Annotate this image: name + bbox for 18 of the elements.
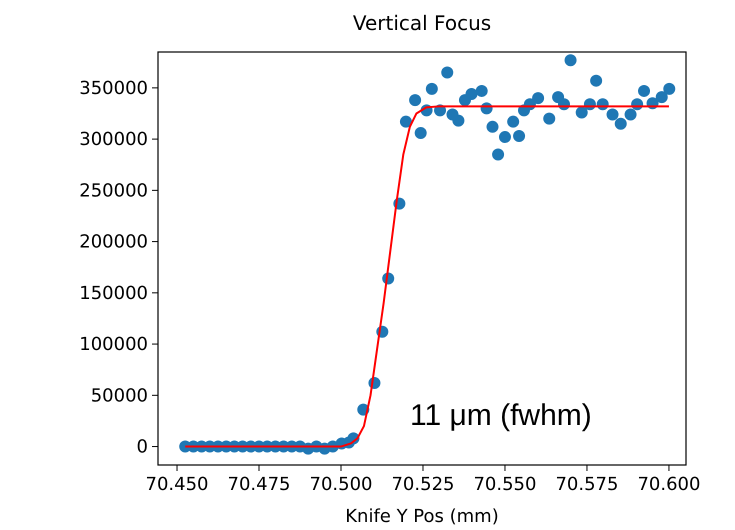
y-tick-label: 200000 xyxy=(79,232,148,253)
x-tick-label: 70.600 xyxy=(637,474,700,495)
y-tick-label: 300000 xyxy=(79,129,148,150)
annotation: 11 μm (fwhm) xyxy=(410,399,592,432)
x-tick-label: 70.450 xyxy=(146,474,209,495)
y-tick-label: 150000 xyxy=(79,282,148,304)
y-tick-label: 350000 xyxy=(79,78,148,99)
x-tick-label: 70.475 xyxy=(228,474,290,495)
chart-title: Vertical Focus xyxy=(352,11,492,35)
y-tick-label: 50000 xyxy=(90,385,148,406)
x-tick-label: 70.575 xyxy=(555,474,618,495)
y-tick-label: 250000 xyxy=(79,180,148,202)
x-tick-label: 70.500 xyxy=(310,474,372,495)
x-tick-label: 70.525 xyxy=(391,474,454,495)
x-tick-label: 70.550 xyxy=(473,474,536,495)
y-tick-label: 100000 xyxy=(79,334,148,356)
y-tick-label: 0 xyxy=(136,436,148,458)
x-axis-title: Knife Y Pos (mm) xyxy=(345,506,499,527)
